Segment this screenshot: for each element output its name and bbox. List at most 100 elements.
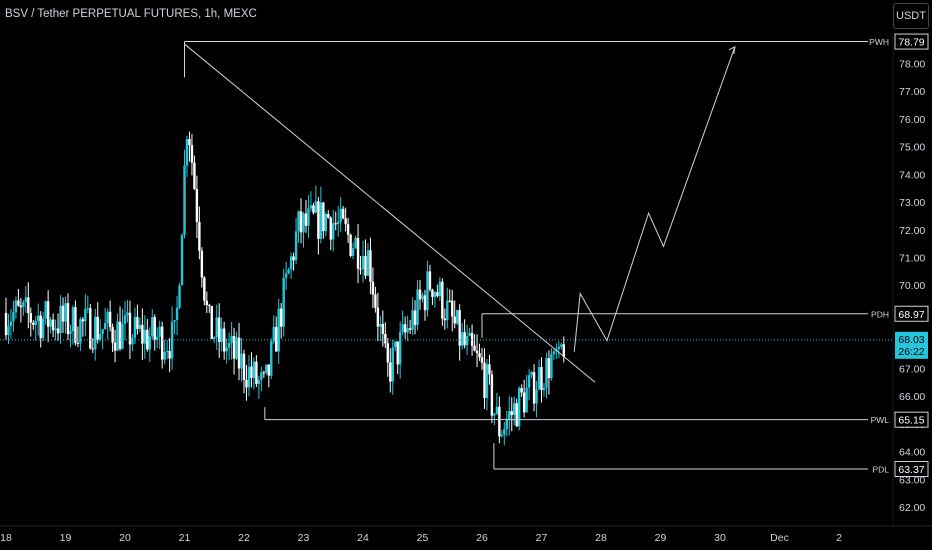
candle-body <box>54 328 57 331</box>
candle-body <box>262 372 266 374</box>
countdown-value: 26:22 <box>898 346 924 358</box>
candle-body <box>364 255 367 276</box>
candle-body <box>386 343 389 363</box>
time-tick-label: 30 <box>714 532 726 544</box>
candle-body <box>106 311 109 324</box>
candle-body <box>69 330 72 335</box>
candle-body <box>309 205 313 209</box>
candle-body <box>215 317 218 338</box>
candle-body <box>287 269 290 274</box>
candle-body <box>394 341 397 348</box>
candle-body <box>443 318 447 321</box>
candle-body <box>195 189 199 222</box>
level-value-pdl: 63.37 <box>898 464 924 476</box>
price-tick-label: 71.00 <box>899 253 925 265</box>
candle-body <box>297 211 300 232</box>
candle-body <box>213 337 216 339</box>
candle-body <box>64 303 67 322</box>
candle-body <box>520 388 523 393</box>
candle-body <box>225 347 228 352</box>
candle-body <box>517 388 521 427</box>
candle-body <box>307 208 310 226</box>
price-tick-label: 62.00 <box>899 502 925 514</box>
candle-body <box>530 372 533 376</box>
candle-body <box>292 256 295 261</box>
candle-body <box>44 301 47 319</box>
level-name-pwh: PWH <box>869 37 889 47</box>
candle-body <box>203 277 206 301</box>
candle-body <box>493 413 496 416</box>
candle-body <box>351 248 355 256</box>
candle-body <box>513 403 516 415</box>
candle-body <box>314 201 318 213</box>
candle-body <box>218 317 221 342</box>
candle-body <box>96 316 99 340</box>
time-tick-label: Dec <box>770 532 789 544</box>
candle-body <box>118 321 122 349</box>
candle-body <box>451 300 454 317</box>
candle-body <box>366 250 370 276</box>
current-price-box <box>895 331 928 359</box>
candle-body <box>74 307 77 344</box>
price-tick-label: 73.00 <box>899 197 925 209</box>
candle-body <box>344 218 347 225</box>
candle-body <box>24 297 28 303</box>
time-tick-label: 18 <box>0 532 12 544</box>
time-tick-label: 24 <box>357 532 369 544</box>
candle-body <box>14 300 18 313</box>
candle-body <box>384 333 387 344</box>
price-tick-label: 70.00 <box>899 280 925 292</box>
candle-body <box>480 357 484 363</box>
candle-body <box>381 323 385 334</box>
candle-body <box>441 281 444 319</box>
candle-body <box>188 139 191 146</box>
candle-body <box>550 354 553 379</box>
candle-body <box>448 300 451 302</box>
candle-body <box>185 139 189 166</box>
time-tick-label: 25 <box>417 532 429 544</box>
candle-body <box>270 341 273 376</box>
candle-body <box>4 312 8 336</box>
price-axis[interactable]: 62.0063.0064.0065.0066.0067.0068.0069.00… <box>892 36 925 526</box>
candle-body <box>170 321 174 359</box>
candle-body <box>433 292 437 298</box>
currency-button[interactable]: USDT <box>893 3 929 29</box>
candle-body <box>438 281 442 297</box>
candle-body <box>562 344 566 357</box>
time-tick-label: 19 <box>60 532 72 544</box>
candle-body <box>508 411 511 420</box>
candle-body <box>428 271 432 290</box>
candle-body <box>143 329 147 344</box>
candle-body <box>500 434 504 437</box>
candle-body <box>465 336 469 346</box>
candle-body <box>19 305 23 308</box>
time-tick-label: 2 <box>836 532 842 544</box>
price-tick-label: 64.00 <box>899 447 925 459</box>
candle-body <box>389 362 392 382</box>
candle-body <box>158 326 161 337</box>
level-value-box <box>894 305 929 322</box>
time-axis[interactable]: 18 19 20 21 22 23 24 25 26 27 28 29 30 Dec 2 <box>0 525 932 544</box>
candle-body <box>391 347 394 382</box>
candle-body <box>79 319 82 344</box>
candle-body <box>175 307 179 321</box>
candle-body <box>91 348 94 350</box>
candle-body <box>349 234 352 256</box>
candle-body <box>525 387 528 413</box>
candle-body <box>319 202 323 239</box>
candle-body <box>173 320 176 322</box>
candle-body <box>103 323 107 330</box>
candle-body <box>237 337 241 369</box>
candle-body <box>289 256 293 270</box>
candle-body <box>245 380 248 388</box>
price-tick-label: 78.00 <box>899 58 925 70</box>
candle-body <box>317 201 320 239</box>
candle-body <box>371 281 375 295</box>
current-price-value: 68.03 <box>898 334 924 346</box>
candle-body <box>458 310 461 346</box>
candle-body <box>111 327 114 343</box>
candle-body <box>490 374 494 416</box>
price-level-labels: PWH 78.79 PDH 68.97 PWL 65.15 PDL 63.37 68.0326:… <box>869 33 929 478</box>
level-value-box <box>894 33 929 50</box>
